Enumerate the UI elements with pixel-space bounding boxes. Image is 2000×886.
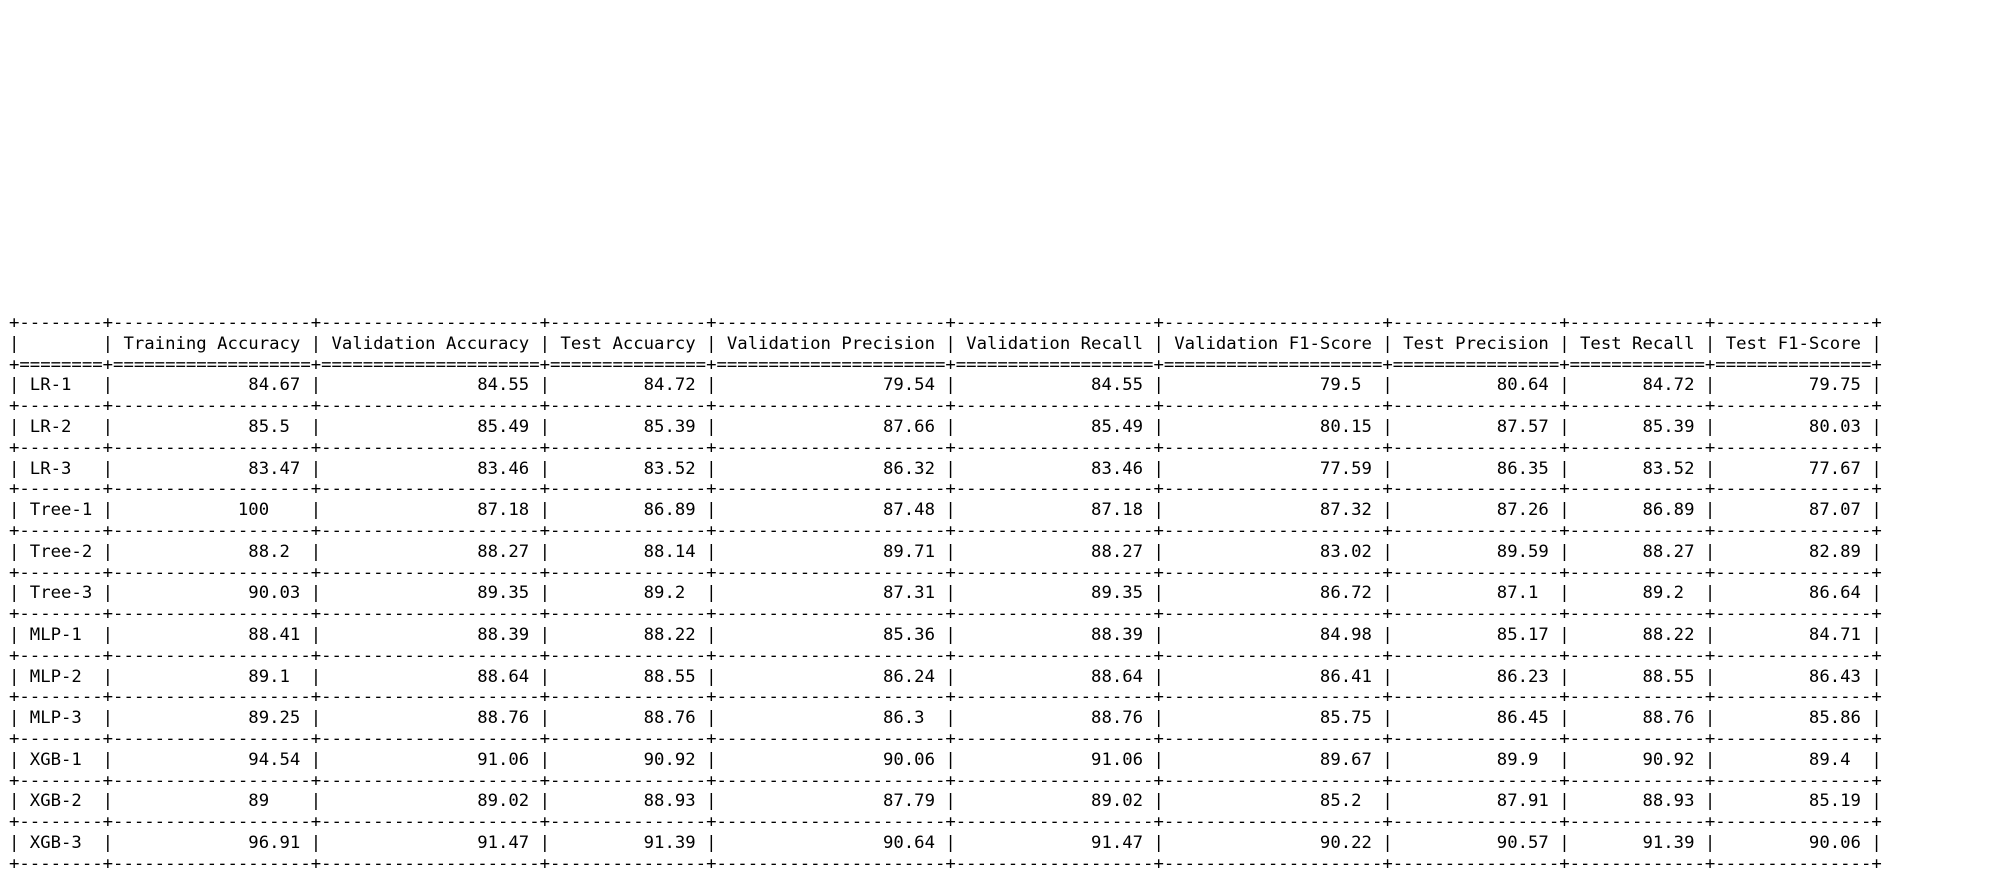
- table-border: +--------+-------------------+----------…: [9, 563, 1882, 584]
- table-row: | XGB-1 | 94.54 | 91.06 | 90.92 | 90.06 …: [9, 750, 1882, 771]
- table-row: | LR-1 | 84.67 | 84.55 | 84.72 | 79.54 |…: [9, 375, 1882, 396]
- table-row: | Tree-3 | 90.03 | 89.35 | 89.2 | 87.31 …: [9, 583, 1882, 604]
- table-row: | XGB-2 | 89 | 89.02 | 88.93 | 87.79 | 8…: [9, 791, 1882, 812]
- table-border: +--------+-------------------+----------…: [9, 479, 1882, 500]
- table-row: | MLP-2 | 89.1 | 88.64 | 88.55 | 86.24 |…: [9, 667, 1882, 688]
- table-row: | MLP-1 | 88.41 | 88.39 | 88.22 | 85.36 …: [9, 625, 1882, 646]
- table-border: +--------+-------------------+----------…: [9, 771, 1882, 792]
- table-row: | XGB-3 | 96.91 | 91.47 | 91.39 | 90.64 …: [9, 833, 1882, 854]
- table-row: | MLP-3 | 89.25 | 88.76 | 88.76 | 86.3 |…: [9, 708, 1882, 729]
- table-row: | Tree-1 | 100 | 87.18 | 86.89 | 87.48 |…: [9, 500, 1882, 521]
- table-border: +--------+-------------------+----------…: [9, 854, 1882, 875]
- table-border: +--------+-------------------+----------…: [9, 313, 1882, 334]
- table-border: +--------+-------------------+----------…: [9, 729, 1882, 750]
- table-border: +--------+-------------------+----------…: [9, 521, 1882, 542]
- table-border: +--------+-------------------+----------…: [9, 396, 1882, 417]
- table-border: +--------+-------------------+----------…: [9, 438, 1882, 459]
- table-border: +--------+-------------------+----------…: [9, 812, 1882, 833]
- results-table: +--------+-------------------+----------…: [9, 313, 1882, 875]
- table-border: +--------+-------------------+----------…: [9, 604, 1882, 625]
- table-row: | Tree-2 | 88.2 | 88.27 | 88.14 | 89.71 …: [9, 542, 1882, 563]
- table-row: | LR-3 | 83.47 | 83.46 | 83.52 | 86.32 |…: [9, 459, 1882, 480]
- table-header-row: | | Training Accuracy | Validation Accur…: [9, 334, 1882, 355]
- table-border: +--------+-------------------+----------…: [9, 646, 1882, 667]
- table-border: +--------+-------------------+----------…: [9, 687, 1882, 708]
- table-row: | LR-2 | 85.5 | 85.49 | 85.39 | 87.66 | …: [9, 417, 1882, 438]
- table-header-separator: +========+===================+==========…: [9, 355, 1882, 376]
